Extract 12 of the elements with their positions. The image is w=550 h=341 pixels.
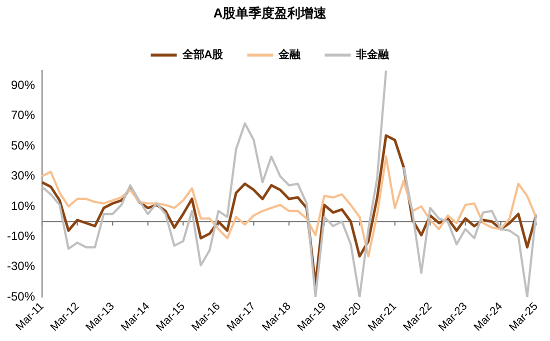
legend-label: 金融 bbox=[278, 48, 302, 62]
chart-title: A股单季度盈利增速 bbox=[213, 5, 328, 20]
legend-label: 非金融 bbox=[355, 48, 390, 62]
y-tick-label: 10% bbox=[10, 198, 36, 213]
y-tick-label: -30% bbox=[7, 259, 36, 274]
y-tick-label: 50% bbox=[10, 138, 36, 152]
y-tick-label: -50% bbox=[7, 289, 36, 304]
y-tick-label: -10% bbox=[7, 228, 36, 243]
legend-label: 全部A股 bbox=[181, 48, 224, 62]
y-tick-label: 70% bbox=[10, 108, 36, 122]
y-tick-label: 30% bbox=[10, 168, 36, 183]
y-tick-label: 90% bbox=[10, 78, 36, 92]
